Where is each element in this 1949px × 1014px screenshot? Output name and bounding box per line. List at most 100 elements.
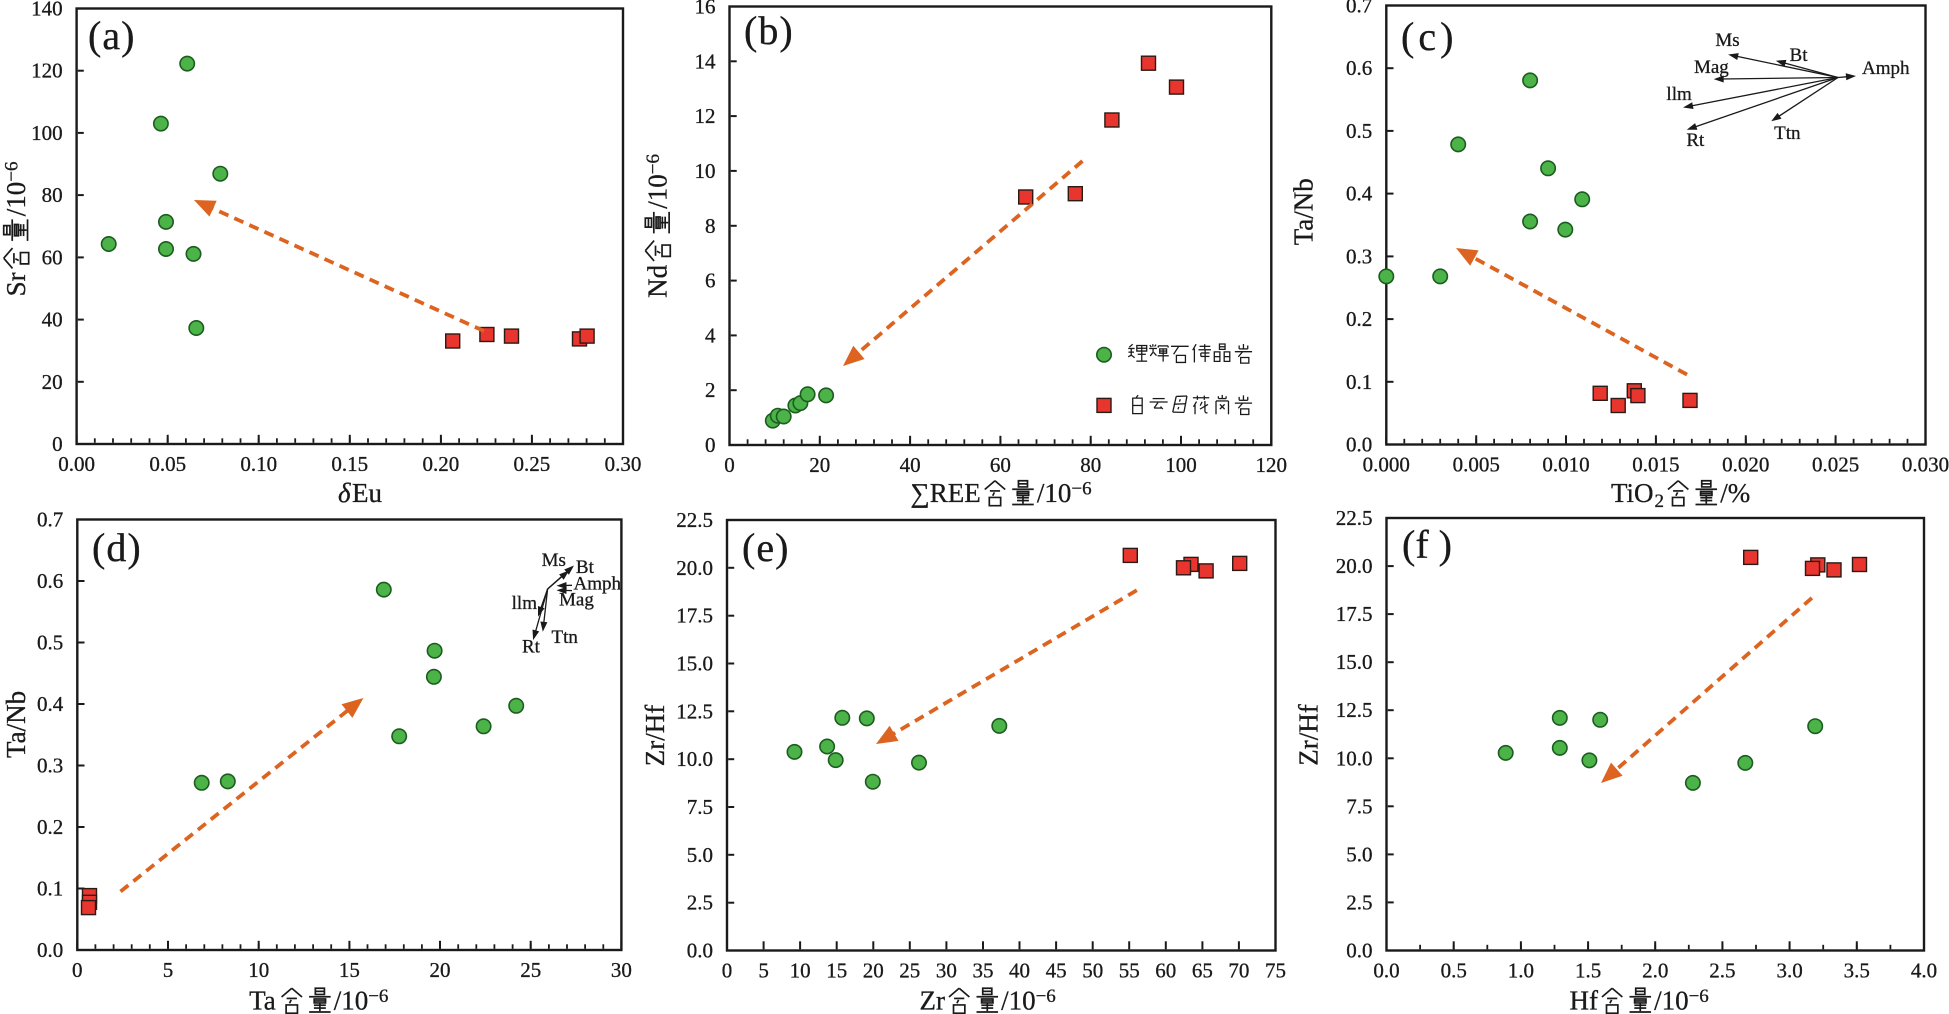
svg-text:0.030: 0.030 — [1902, 453, 1949, 477]
svg-text:(a): (a) — [88, 13, 135, 58]
svg-text:0.2: 0.2 — [37, 815, 63, 839]
svg-text:0.1: 0.1 — [1346, 370, 1372, 394]
svg-text:35: 35 — [973, 959, 994, 983]
svg-text:10: 10 — [695, 159, 716, 183]
svg-text:75: 75 — [1265, 959, 1286, 983]
svg-text:Ttn: Ttn — [1774, 123, 1801, 144]
svg-text:δ: δ — [338, 478, 351, 508]
svg-text:llm: llm — [512, 593, 538, 614]
svg-text:0.0: 0.0 — [1373, 959, 1399, 983]
svg-text:Zr/Hf: Zr/Hf — [640, 705, 670, 766]
svg-text:(d): (d) — [92, 525, 142, 570]
svg-text:20: 20 — [430, 958, 451, 982]
svg-text:Ms: Ms — [542, 550, 566, 571]
svg-text:2.5: 2.5 — [1346, 890, 1372, 914]
svg-text:10: 10 — [248, 958, 269, 982]
svg-text:0: 0 — [722, 959, 733, 983]
svg-text:/10: /10 — [1037, 478, 1072, 508]
svg-text:12.5: 12.5 — [676, 699, 713, 723]
svg-text:55: 55 — [1119, 959, 1140, 983]
svg-text:2.0: 2.0 — [1642, 959, 1668, 983]
svg-text:0.30: 0.30 — [605, 452, 642, 476]
svg-text:80: 80 — [42, 183, 63, 207]
svg-text:5.0: 5.0 — [1346, 842, 1372, 866]
svg-text:0.3: 0.3 — [1346, 244, 1372, 268]
svg-text:0: 0 — [705, 433, 716, 457]
svg-text:0.20: 0.20 — [423, 452, 460, 476]
svg-text:10.0: 10.0 — [1336, 746, 1373, 770]
svg-text:5.0: 5.0 — [687, 843, 713, 867]
svg-text:3.0: 3.0 — [1776, 959, 1802, 983]
svg-text:2.5: 2.5 — [687, 891, 713, 915]
svg-text:0: 0 — [52, 432, 63, 456]
svg-text:15: 15 — [339, 958, 360, 982]
svg-text:Zr/Hf: Zr/Hf — [1294, 704, 1324, 765]
svg-text:Bt: Bt — [1790, 45, 1809, 66]
svg-text:2.5: 2.5 — [1709, 959, 1735, 983]
svg-text:0.025: 0.025 — [1812, 453, 1859, 477]
svg-text:0.7: 0.7 — [37, 508, 63, 532]
svg-text:(b): (b) — [744, 8, 794, 53]
svg-text:0.3: 0.3 — [37, 754, 63, 778]
svg-text:15.0: 15.0 — [1336, 650, 1373, 674]
svg-text:Mag: Mag — [559, 590, 594, 611]
svg-text:0.4: 0.4 — [1346, 182, 1373, 206]
svg-text:50: 50 — [1082, 959, 1103, 983]
svg-text:100: 100 — [31, 121, 63, 145]
svg-text:60: 60 — [42, 245, 63, 269]
svg-text:Ttn: Ttn — [552, 627, 579, 648]
svg-text:14: 14 — [695, 49, 717, 73]
svg-text:1.0: 1.0 — [1508, 959, 1534, 983]
svg-text:2: 2 — [1655, 491, 1665, 512]
svg-text:(f ): (f ) — [1402, 522, 1452, 567]
svg-text:7.5: 7.5 — [687, 795, 713, 819]
svg-text:Sr: Sr — [1, 272, 31, 296]
svg-text:10: 10 — [790, 959, 811, 983]
svg-text:20: 20 — [809, 453, 830, 477]
svg-text:40: 40 — [900, 453, 921, 477]
svg-text:Amph: Amph — [1862, 58, 1910, 79]
svg-text:−6: −6 — [1036, 986, 1056, 1007]
svg-text:60: 60 — [1155, 959, 1176, 983]
svg-text:12.5: 12.5 — [1336, 698, 1373, 722]
svg-text:Rt: Rt — [1686, 130, 1705, 151]
svg-text:0.7: 0.7 — [1346, 0, 1372, 18]
svg-text:30: 30 — [936, 959, 957, 983]
svg-text:120: 120 — [31, 59, 63, 83]
svg-text:0.015: 0.015 — [1632, 453, 1679, 477]
svg-text:Ta/Nb: Ta/Nb — [1, 691, 31, 758]
svg-text:−6: −6 — [2, 161, 23, 181]
svg-text:4: 4 — [705, 323, 716, 347]
svg-text:70: 70 — [1228, 959, 1249, 983]
svg-text:0.5: 0.5 — [1441, 959, 1467, 983]
svg-text:0.00: 0.00 — [58, 452, 95, 476]
svg-text:Ta: Ta — [249, 986, 276, 1014]
svg-text:/10: /10 — [334, 986, 369, 1014]
svg-text:0: 0 — [72, 958, 83, 982]
svg-text:Zr: Zr — [920, 986, 945, 1014]
svg-text:0.6: 0.6 — [1346, 56, 1372, 80]
svg-text:15.0: 15.0 — [676, 652, 713, 676]
svg-text:20.0: 20.0 — [676, 556, 713, 580]
svg-text:17.5: 17.5 — [1336, 602, 1373, 626]
svg-text:−6: −6 — [1689, 986, 1709, 1007]
svg-text:(e): (e) — [742, 525, 789, 570]
svg-text:0.005: 0.005 — [1453, 453, 1500, 477]
svg-text:0.0: 0.0 — [37, 938, 63, 962]
svg-text:120: 120 — [1256, 453, 1288, 477]
svg-text:40: 40 — [42, 308, 63, 332]
svg-text:(c): (c) — [1401, 14, 1457, 59]
svg-text:0.10: 0.10 — [240, 452, 277, 476]
svg-text:0.6: 0.6 — [37, 569, 63, 593]
svg-text:20: 20 — [863, 959, 884, 983]
svg-text:Ta/Nb: Ta/Nb — [1289, 178, 1319, 245]
svg-text:Rt: Rt — [522, 637, 541, 658]
svg-text:65: 65 — [1192, 959, 1213, 983]
svg-text:Ms: Ms — [1715, 30, 1739, 51]
svg-text:Bt: Bt — [576, 557, 595, 578]
svg-text:16: 16 — [695, 0, 716, 19]
svg-text:0.4: 0.4 — [37, 692, 64, 716]
svg-text:22.5: 22.5 — [1336, 506, 1373, 530]
svg-text:0.15: 0.15 — [331, 452, 368, 476]
svg-text:15: 15 — [826, 959, 847, 983]
